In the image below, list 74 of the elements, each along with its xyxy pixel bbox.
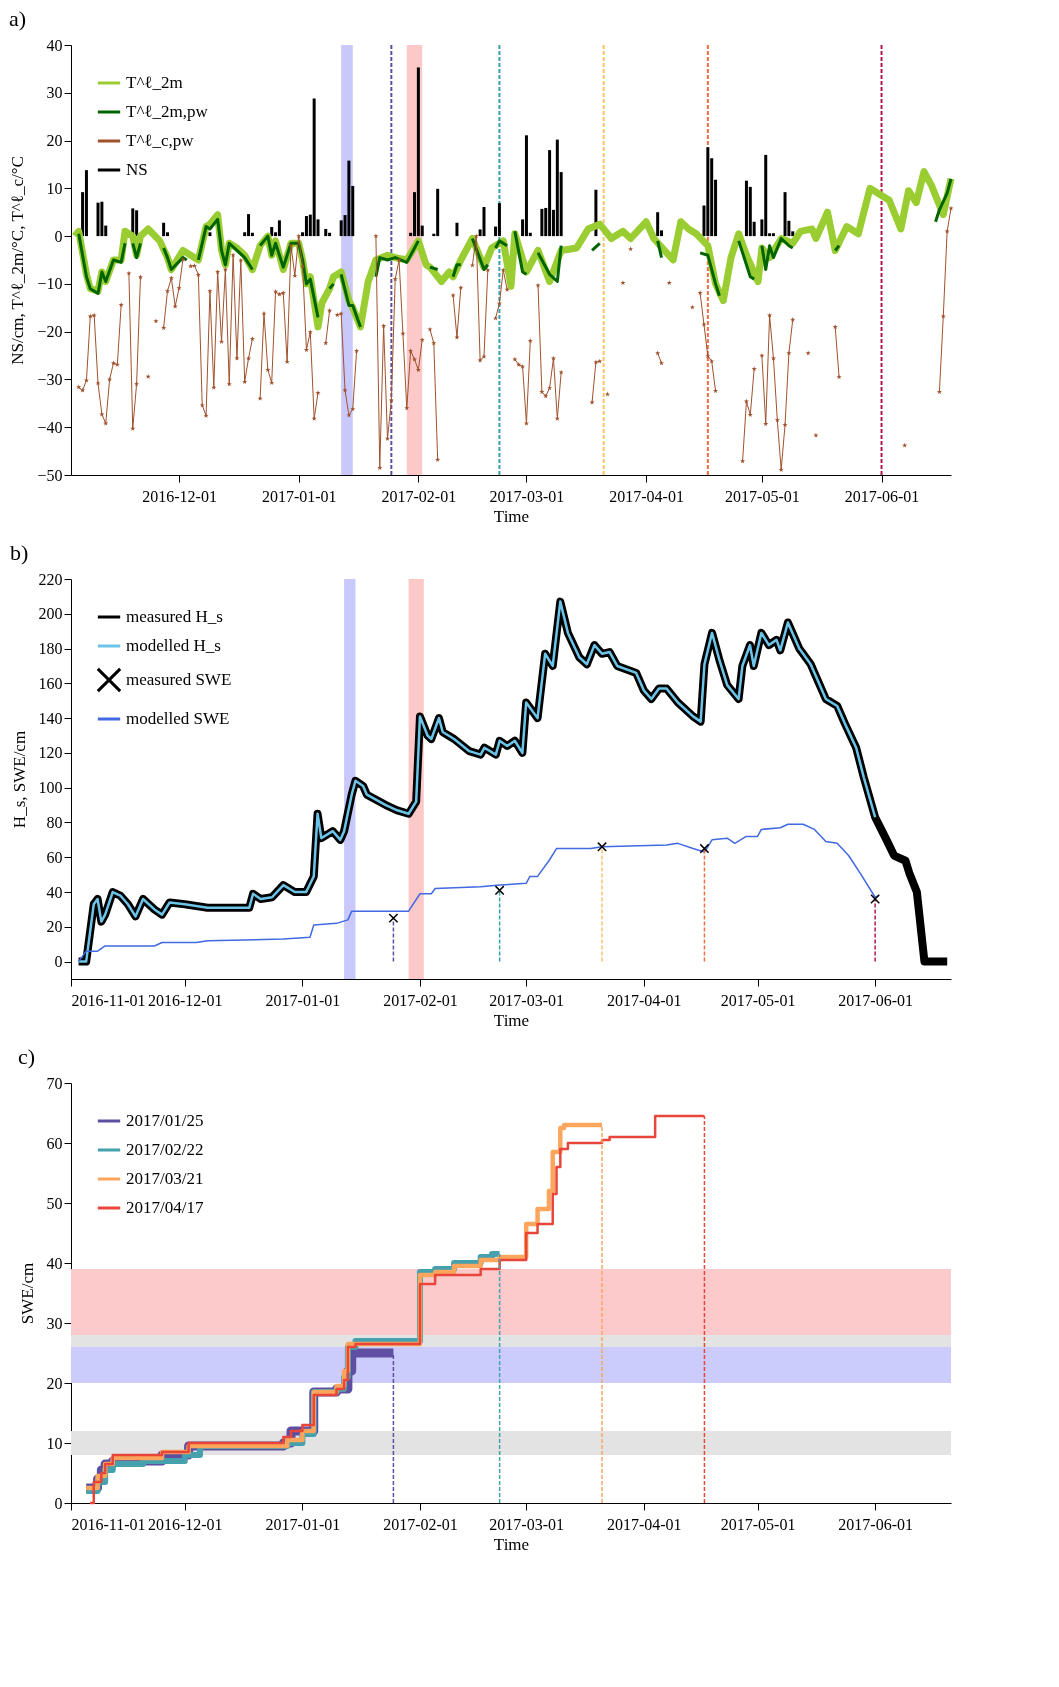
legend-label: modelled SWE [126, 709, 230, 728]
y-tick-label: −20 [37, 323, 63, 341]
x-axis-title: Time [493, 1534, 530, 1554]
y-axis-title: NS/cm, T^ℓ_2m/°C, T^ℓ_c/°C [8, 156, 28, 365]
x-tick-label: 2016-12-01 [142, 487, 217, 505]
y-tick-label: 30 [46, 1314, 63, 1332]
x-tick-label: 2017-02-01 [381, 487, 457, 505]
legend-label: 2017/03/21 [126, 1169, 204, 1188]
y-tick-label: 40 [46, 1254, 63, 1272]
legend-label: 2017/01/25 [126, 1111, 204, 1130]
y-tick-label: 10 [46, 1434, 63, 1452]
x-tick-label: 2017-01-01 [261, 487, 337, 505]
x-tick-label: 2017-06-01 [838, 1515, 913, 1533]
y-tick-label: 30 [46, 84, 63, 102]
y-tick-label: 100 [38, 779, 63, 797]
y-tick-label: 160 [38, 674, 63, 692]
y-tick-label: 0 [54, 227, 63, 245]
y-tick-label: −40 [37, 418, 63, 436]
legend-label: 2017/02/22 [126, 1140, 204, 1159]
y-tick-label: 200 [38, 605, 63, 623]
x-tick-label: 2016-12-01 [147, 1515, 223, 1533]
chart-title: b) [10, 540, 29, 565]
x-tick-label: 2017-02-01 [383, 991, 458, 1009]
x-tick-label: 2017-01-01 [265, 1515, 341, 1533]
x-tick-label: 2016-12-01 [147, 991, 223, 1009]
x-tick-label: 2017-05-01 [720, 1515, 796, 1533]
y-axis-title: H_s, SWE/cm [9, 730, 29, 829]
y-tick-label: 50 [46, 1194, 63, 1212]
y-tick-label: 20 [46, 918, 63, 936]
y-tick-label: 140 [38, 709, 63, 727]
y-tick-label: 70 [46, 1074, 63, 1092]
y-tick-label: 0 [54, 953, 63, 971]
y-tick-label: 60 [46, 848, 63, 866]
chart-title: a) [8, 6, 27, 31]
legend-label: NS [126, 160, 148, 179]
x-tick-label: 2017-06-01 [844, 487, 920, 505]
legend-label: T^ℓ_2m,pw [126, 102, 209, 121]
y-tick-label: 80 [46, 813, 63, 831]
x-tick-label: 2017-05-01 [725, 487, 800, 505]
x-axis-title: Time [493, 1010, 530, 1030]
y-tick-label: −30 [37, 370, 63, 388]
y-tick-label: −10 [37, 275, 63, 293]
x-tick-label: 2017-05-01 [720, 991, 796, 1009]
y-tick-label: 180 [38, 640, 63, 658]
y-tick-label: 220 [38, 570, 63, 588]
x-tick-label: 2017-02-01 [383, 1515, 458, 1533]
x-tick-label: 2017-03-01 [489, 1515, 564, 1533]
legend-label: measured SWE [126, 670, 232, 689]
x-tick-label: 2017-04-01 [606, 1515, 682, 1533]
x-tick-label: 2017-03-01 [489, 487, 565, 505]
y-tick-label: 20 [46, 1374, 63, 1392]
legend-label: T^ℓ_c,pw [126, 131, 195, 150]
y-tick-label: 0 [54, 1494, 63, 1512]
legend-label: modelled H_s [126, 636, 221, 655]
legend-label: T^ℓ_2m [126, 73, 183, 92]
legend-label: measured H_s [126, 607, 223, 626]
x-axis-title: Time [493, 506, 530, 526]
y-tick-label: 40 [46, 883, 63, 901]
y-tick-label: 60 [46, 1134, 63, 1152]
x-tick-label: 2017-03-01 [489, 991, 564, 1009]
chart-title: c) [18, 1044, 36, 1069]
y-tick-label: −50 [37, 466, 63, 484]
x-tick-label: 2016-11-01 [71, 1515, 146, 1533]
y-tick-label: 120 [38, 744, 63, 762]
legend-label: 2017/04/17 [126, 1198, 204, 1217]
x-tick-label: 2017-01-01 [265, 991, 341, 1009]
x-tick-label: 2017-04-01 [609, 487, 684, 505]
x-tick-label: 2017-06-01 [838, 991, 913, 1009]
y-axis-title: SWE/cm [17, 1262, 37, 1325]
y-tick-label: 10 [46, 179, 63, 197]
x-tick-label: 2016-11-01 [71, 991, 146, 1009]
y-tick-label: 40 [46, 36, 63, 54]
y-tick-label: 20 [46, 132, 63, 150]
x-tick-label: 2017-04-01 [606, 991, 682, 1009]
